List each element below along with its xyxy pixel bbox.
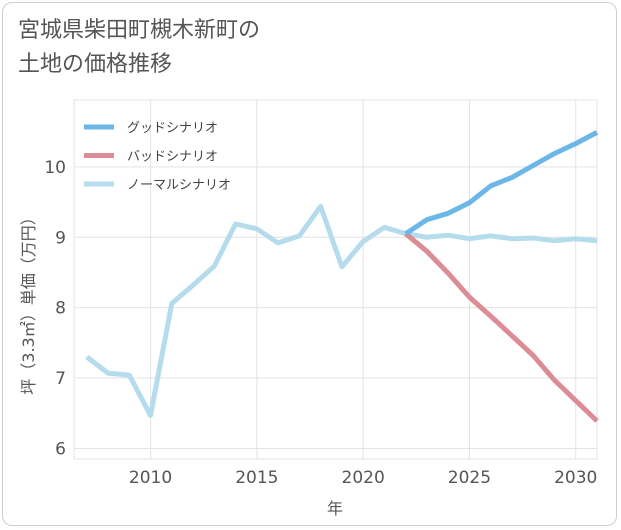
x-tick-label-2020: 2020	[342, 468, 385, 488]
series-line-2	[85, 203, 598, 418]
y-tick-label-8: 8	[55, 299, 66, 319]
chart-title-line-1: 宮城県柴田町槻木新町の	[18, 18, 261, 43]
series-line-1	[404, 231, 599, 423]
chart-title: 宮城県柴田町槻木新町の 土地の価格推移	[18, 14, 260, 82]
x-tick-label-2030: 2030	[554, 468, 597, 488]
y-tick-label-6: 6	[55, 439, 66, 459]
legend-label-2: ノーマルシナリオ	[127, 178, 231, 193]
x-tick-label-2025: 2025	[448, 468, 491, 488]
y-tick-label-7: 7	[55, 369, 66, 389]
tick-labels: 6 7 8 9 10 2010 2015 2020 2025 2030	[44, 158, 597, 488]
legend-label-0: グッドシナリオ	[127, 121, 218, 136]
x-tick-label-2010: 2010	[129, 468, 172, 488]
legend-label-1: バッドシナリオ	[127, 150, 218, 165]
x-tick-label-2015: 2015	[235, 468, 278, 488]
plot-area	[73, 99, 598, 460]
series-line-0	[404, 130, 599, 236]
chart-title-line-2: 土地の価格推移	[18, 52, 173, 77]
y-tick-label-9: 9	[55, 228, 66, 248]
x-axis-title: 年	[327, 499, 343, 518]
series-lines	[85, 130, 599, 423]
y-tick-label-10: 10	[44, 158, 66, 178]
y-axis-title: 坪（3.3㎡）単価（万円）	[19, 209, 38, 394]
